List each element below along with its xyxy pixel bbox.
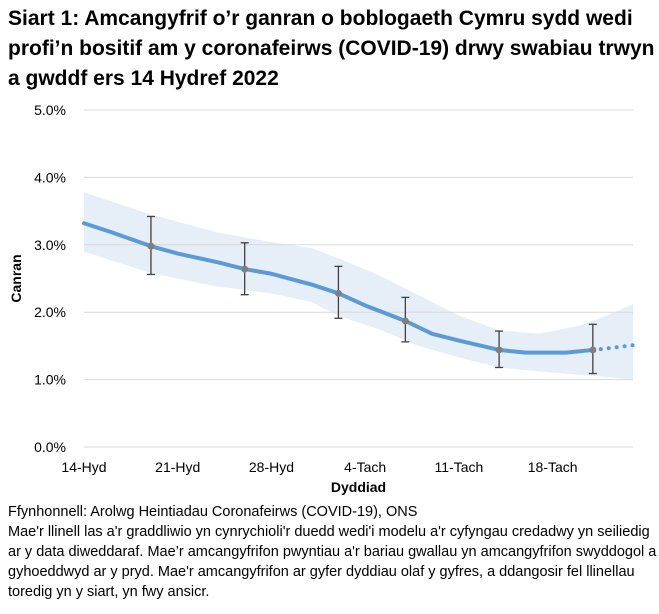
y-tick-label: 4.0% xyxy=(34,169,66,185)
credible-interval-band xyxy=(84,192,633,380)
y-tick-label: 3.0% xyxy=(34,237,66,253)
uncertain-trend-line xyxy=(590,343,635,352)
x-tick-label: 11-Tach xyxy=(435,459,484,475)
x-tick-label: 14-Hyd xyxy=(61,459,106,475)
x-tick-label: 21-Hyd xyxy=(155,459,200,475)
estimate-point xyxy=(241,265,249,273)
x-axis-title: Dyddiad xyxy=(331,479,386,495)
y-tick-label: 1.0% xyxy=(34,372,66,388)
estimate-point xyxy=(589,346,597,354)
chart-notes: Ffynhonnell: Arolwg Heintiadau Coronafei… xyxy=(8,502,658,602)
y-tick-label: 5.0% xyxy=(34,102,66,118)
x-tick-label: 4-Tach xyxy=(344,459,386,475)
x-tick-label: 18-Tach xyxy=(528,459,578,475)
estimate-point xyxy=(147,242,155,250)
estimate-point xyxy=(495,346,503,354)
x-tick-label: 28-Hyd xyxy=(249,459,294,475)
estimate-point xyxy=(401,317,409,325)
footnote-text: Mae'r llinell las a'r graddliwio yn cynr… xyxy=(8,524,657,600)
source-text: Ffynhonnell: Arolwg Heintiadau Coronafei… xyxy=(8,504,418,520)
estimate-point xyxy=(334,289,342,297)
y-axis-title: Canran xyxy=(8,254,24,302)
y-tick-label: 0.0% xyxy=(34,439,66,455)
line-chart: 0.0% 1.0% 2.0% 3.0% 4.0% 5.0% 14-Hyd 21-Hyd 28-H… xyxy=(8,102,635,495)
y-tick-label: 2.0% xyxy=(34,304,66,320)
chart-title: Siart 1: Amcangyfrif o’r ganran o boblog… xyxy=(8,7,655,90)
